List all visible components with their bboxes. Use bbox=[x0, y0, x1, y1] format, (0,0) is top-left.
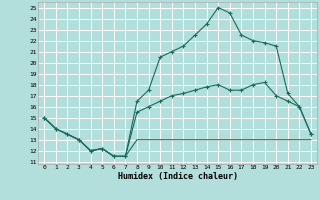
X-axis label: Humidex (Indice chaleur): Humidex (Indice chaleur) bbox=[118, 172, 238, 181]
